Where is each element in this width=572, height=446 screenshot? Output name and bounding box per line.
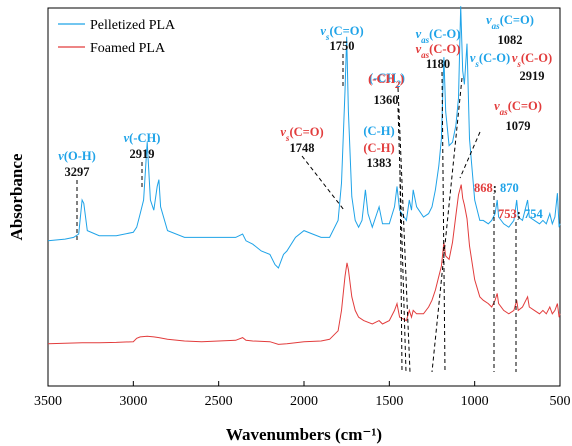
leader-sco_r	[431, 77, 463, 373]
y-axis-title: Absorbance	[7, 153, 26, 240]
peak-value-chr: 1383	[367, 156, 392, 170]
peak-label-sco_b: νs(C-O)	[470, 51, 510, 69]
peak-label-oh: ν(O-H)	[58, 149, 96, 163]
x-tick-label: 1000	[461, 394, 489, 409]
legend-label-foamed: Foamed PLA	[90, 41, 166, 56]
annotation-labels: ν(O-H)3297ν(-CH)2919νs(C=O)1750νs(C=O)17…	[58, 13, 552, 221]
x-tick-label: 1500	[375, 394, 403, 409]
peak-value-oh: 3297	[65, 165, 90, 179]
peak-value-co_b: 1750	[330, 39, 355, 53]
peak-label-ch2_b: (-CH2)	[369, 71, 405, 89]
x-tick-label: 500	[550, 394, 571, 409]
leader-chr	[399, 169, 403, 373]
legend-label-pelletized: Pelletized PLA	[90, 18, 176, 33]
x-tick-label: 3000	[119, 394, 147, 409]
leader-ch2_b	[397, 87, 411, 373]
peak-value-co_r: 1748	[290, 141, 315, 155]
peak-label-asceo_r: νas(C=O)	[494, 99, 542, 117]
peak-label-868-870: 868; 870	[474, 181, 519, 195]
peak-value-asco_r: 1180	[426, 57, 450, 71]
peak-label-asceo_b: νas(C=O)	[486, 13, 534, 31]
x-tick-label: 2000	[290, 394, 318, 409]
leader-ch2_r	[397, 107, 407, 373]
annotation-leaders	[76, 54, 517, 373]
peak-label-sco_r: νs(C-O)	[512, 51, 552, 69]
peak-label-co_r: νs(C=O)	[280, 125, 323, 143]
peak-value-ch: 2919	[130, 147, 155, 161]
peak-value-asceo_b: 1082	[498, 33, 523, 47]
series-line-pelletized	[47, 6, 561, 269]
x-axis-ticks: 3500 3000 2500 2000 1500 1000 500	[34, 381, 571, 409]
x-tick-label: 3500	[34, 394, 62, 409]
peak-label-ch: ν(-CH)	[124, 131, 161, 145]
peak-label-co_b: νs(C=O)	[320, 24, 363, 42]
peak-value-sco_r: 2919	[520, 69, 545, 83]
peak-label-chb: (C-H)	[363, 124, 394, 138]
peak-label-asco_b: νas(C-O)	[416, 27, 461, 45]
x-tick-label: 2500	[205, 394, 233, 409]
leader-asceo_r	[459, 131, 481, 179]
legend: Pelletized PLA Foamed PLA	[58, 18, 176, 56]
peak-label-ch2_r: (-CH2)	[368, 72, 404, 90]
leader-asco_r	[441, 71, 446, 373]
peak-value-ch2_r: 1360	[374, 93, 399, 107]
series-line-foamed	[47, 184, 561, 345]
peak-label-chr: (C-H)	[363, 141, 394, 155]
x-axis-title: Wavenumbers (cm⁻¹)	[226, 425, 382, 444]
peak-label-753-754: 753; 754	[498, 207, 544, 221]
peak-value-asceo_r: 1079	[506, 119, 531, 133]
leader-co_r	[301, 155, 345, 211]
peak-label-asco_r: νas(C-O)	[416, 42, 461, 60]
